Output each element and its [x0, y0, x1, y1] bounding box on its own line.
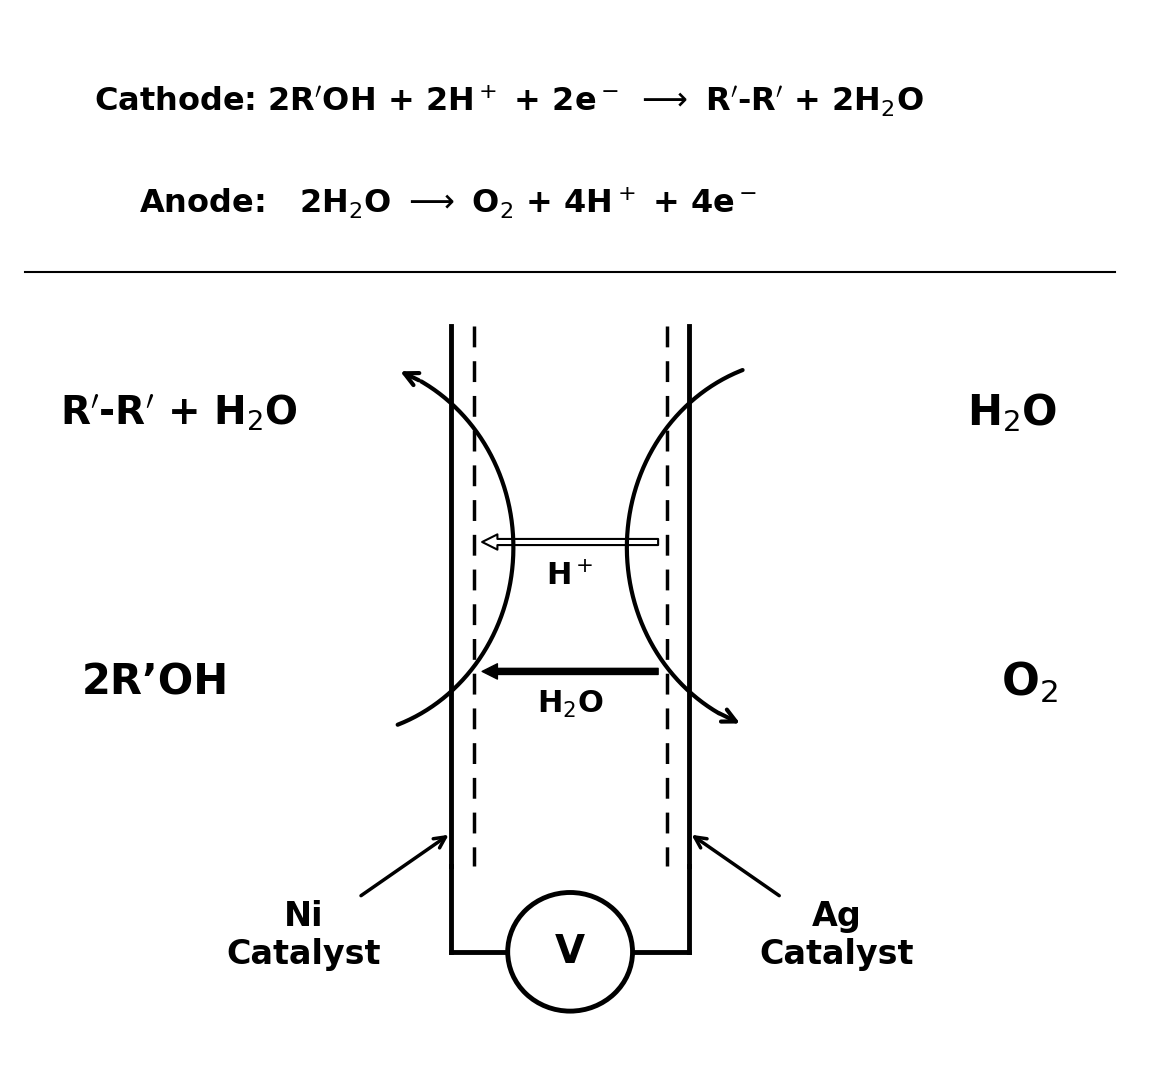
- Text: 2R’OH: 2R’OH: [82, 661, 230, 704]
- Text: V: V: [555, 933, 585, 971]
- Circle shape: [507, 892, 632, 1011]
- Text: H$_2$O: H$_2$O: [967, 391, 1058, 434]
- Text: Cathode: 2R$'$OH + 2H$^+$ + 2e$^-$ $\longrightarrow$ R$'$-R$'$ + 2H$_2$O: Cathode: 2R$'$OH + 2H$^+$ + 2e$^-$ $\lon…: [93, 81, 923, 118]
- Text: Ag
Catalyst: Ag Catalyst: [695, 837, 914, 971]
- Text: O$_2$: O$_2$: [1002, 659, 1058, 705]
- Text: Ni
Catalyst: Ni Catalyst: [227, 837, 445, 971]
- Text: H$_2$O: H$_2$O: [537, 688, 604, 720]
- Text: R$'$-R$'$ + H$_2$O: R$'$-R$'$ + H$_2$O: [60, 392, 297, 433]
- Text: H$^+$: H$^+$: [546, 562, 593, 591]
- Text: Anode:   2H$_2$O $\longrightarrow$ O$_2$ + 4H$^+$ + 4e$^-$: Anode: 2H$_2$O $\longrightarrow$ O$_2$ +…: [139, 184, 758, 220]
